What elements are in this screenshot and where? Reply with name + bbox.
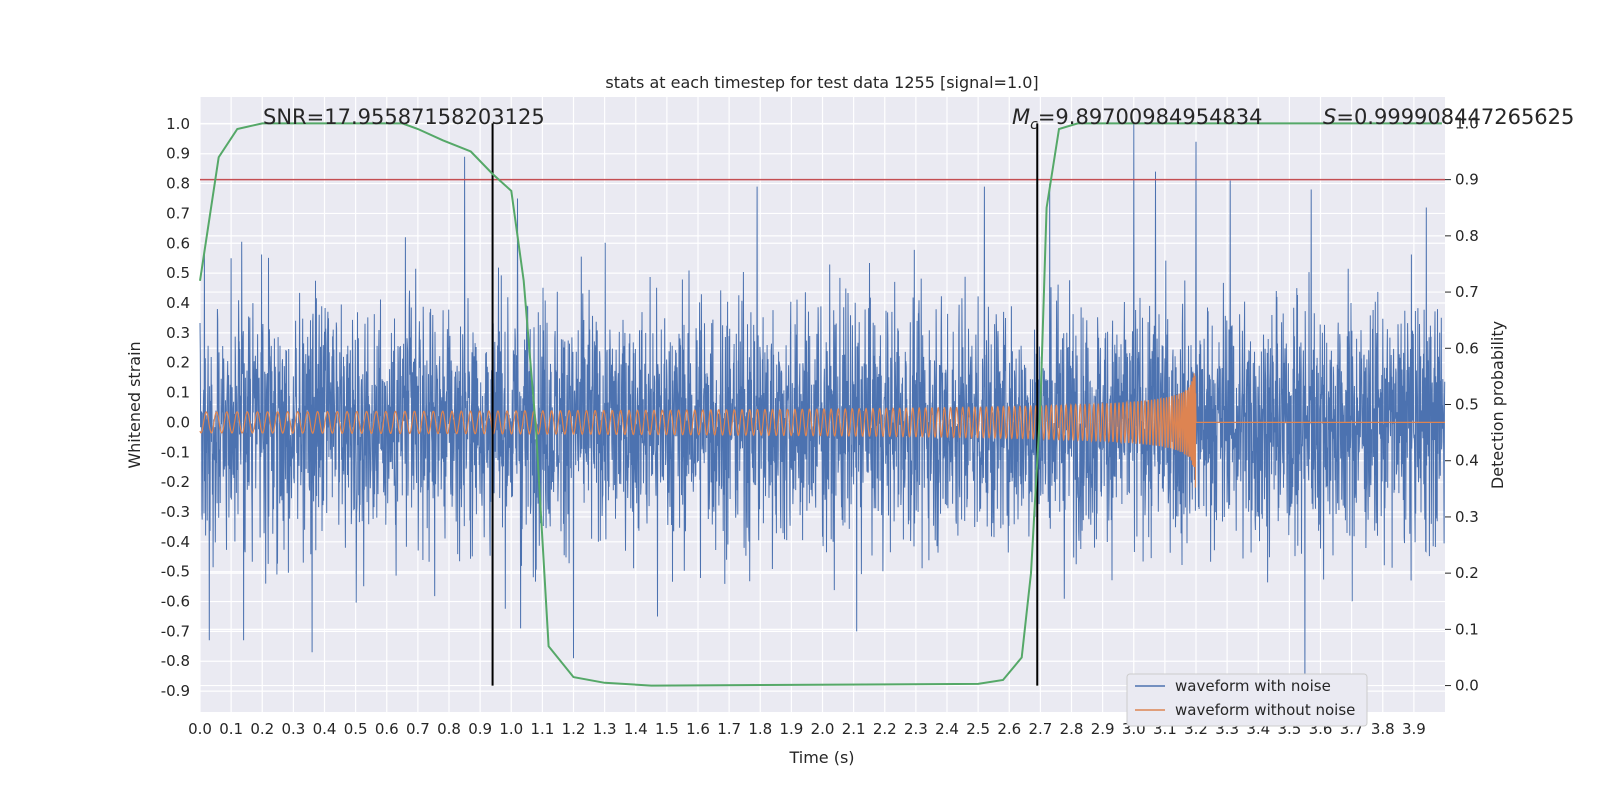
x-tick-label: 1.6 [686, 720, 710, 738]
y2-tick-label: 0.6 [1455, 339, 1479, 357]
chirp-mass-value: =9.89700984954834 [1038, 105, 1263, 129]
x-axis-ticks: 0.0 0.1 0.2 0.3 0.4 0.5 0.6 0.7 0.8 0.9 1.0 1.1 1.2 1… [188, 720, 1426, 738]
x-tick-label: 2.7 [1028, 720, 1052, 738]
y-axis-ticks: -0.9 -0.8 -0.7 -0.6 -0.5 -0.4 -0.3 -0.2 -0.1 0.0 0… [161, 115, 190, 700]
x-tick-label: 2.6 [997, 720, 1021, 738]
x-tick-label: 2.5 [966, 720, 990, 738]
x-tick-label: 1.4 [624, 720, 648, 738]
y-tick-label: 0.6 [166, 234, 190, 252]
y-tick-label: 0.3 [166, 324, 190, 342]
x-tick-label: 0.2 [250, 720, 274, 738]
y-tick-label: 0.5 [166, 264, 190, 282]
x-tick-label: 1.5 [655, 720, 679, 738]
y-tick-label: -0.1 [161, 443, 190, 461]
x-tick-label: 2.9 [1091, 720, 1115, 738]
x-tick-label: 0.5 [344, 720, 368, 738]
y-tick-label: -0.2 [161, 473, 190, 491]
y-tick-label: 0.2 [166, 354, 190, 372]
y-tick-label: 0.9 [166, 145, 190, 163]
y-tick-label: 0.7 [166, 204, 190, 222]
s-value: =0.999908447265625 [1336, 105, 1574, 129]
legend-label-clean: waveform without noise [1175, 701, 1355, 719]
x-tick-label: 0.4 [313, 720, 337, 738]
y-tick-label: 0.4 [166, 294, 190, 312]
chirp-mass-subscript: c [1030, 117, 1038, 133]
x-tick-label: 0.8 [437, 720, 461, 738]
x-tick-label: 0.7 [406, 720, 430, 738]
x-tick-label: 2.8 [1060, 720, 1084, 738]
legend-label-noisy: waveform with noise [1175, 677, 1331, 695]
x-tick-label: 0.9 [468, 720, 492, 738]
series-waveform-with-noise [199, 123, 1446, 689]
y2-tick-label: 1.0 [1455, 114, 1479, 132]
y-tick-label: -0.3 [161, 503, 190, 521]
y2-tick-label: 0.4 [1455, 452, 1479, 470]
s-stat: S=0.999908447265625 [1323, 105, 1574, 129]
x-tick-label: 3.9 [1402, 720, 1426, 738]
y-tick-label: 1.0 [166, 115, 190, 133]
y2-tick-label: 0.2 [1455, 564, 1479, 582]
x-tick-label: 2.4 [935, 720, 959, 738]
y2-tick-label: 0.5 [1455, 396, 1479, 414]
series-waveform-without-noise [199, 373, 1445, 488]
x-tick-label: 1.9 [779, 720, 803, 738]
snr-stat: SNR=17.95587158203125 [263, 105, 545, 129]
y-axis-label: Whitened strain [125, 341, 144, 468]
y-tick-label: 0.8 [166, 175, 190, 193]
x-tick-label: 1.8 [748, 720, 772, 738]
y-tick-label: -0.5 [161, 563, 190, 581]
chart-title: stats at each timestep for test data 125… [605, 73, 1038, 92]
x-tick-label: 1.2 [562, 720, 586, 738]
y2-axis-label: Detection probability [1488, 321, 1507, 489]
y-tick-label: -0.8 [161, 652, 190, 670]
x-axis-label: Time (s) [788, 748, 854, 767]
chirp-mass-symbol: M [1012, 105, 1030, 129]
x-tick-label: 2.0 [811, 720, 835, 738]
x-tick-label: 1.1 [530, 720, 554, 738]
x-tick-label: 1.3 [593, 720, 617, 738]
y2-tick-label: 0.3 [1455, 508, 1479, 526]
y2-tick-label: 0.9 [1455, 171, 1479, 189]
y2-tick-label: 0.0 [1455, 677, 1479, 695]
x-tick-label: 2.2 [873, 720, 897, 738]
x-tick-label: 1.0 [499, 720, 523, 738]
chirp-mass-stat: Mc=9.89700984954834 [1012, 105, 1263, 133]
x-tick-label: 2.1 [842, 720, 866, 738]
series-detection-probability [199, 122, 1442, 687]
x-tick-label: 0.0 [188, 720, 212, 738]
y-tick-label: 0.1 [166, 384, 190, 402]
x-tick-label: 0.3 [281, 720, 305, 738]
x-tick-label: 0.1 [219, 720, 243, 738]
legend-box [1126, 673, 1368, 727]
y-tick-label: 0.0 [166, 413, 190, 431]
x-tick-label: 0.6 [375, 720, 399, 738]
x-tick-label: 1.7 [717, 720, 741, 738]
y2-axis-ticks: 0.0 0.1 0.2 0.3 0.4 0.5 0.6 0.7 0.8 0.9 1.0 [1445, 114, 1479, 695]
y2-tick-label: 0.7 [1455, 283, 1479, 301]
x-tick-label: 2.3 [904, 720, 928, 738]
marker-lines [491, 123, 1039, 686]
y-tick-label: -0.7 [161, 622, 190, 640]
s-symbol: S [1323, 105, 1336, 129]
y-tick-label: -0.6 [161, 593, 190, 611]
x-tick-label: 3.8 [1371, 720, 1395, 738]
y-tick-label: -0.4 [161, 533, 190, 551]
y2-tick-label: 0.8 [1455, 227, 1479, 245]
legend: waveform with noise waveform without noi… [1126, 673, 1368, 727]
y2-tick-label: 0.1 [1455, 620, 1479, 638]
y-tick-label: -0.9 [161, 682, 190, 700]
